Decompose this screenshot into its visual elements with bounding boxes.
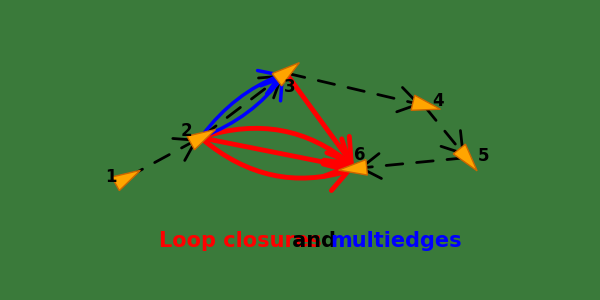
Polygon shape — [112, 170, 140, 190]
Text: 3: 3 — [284, 78, 295, 96]
Polygon shape — [187, 130, 215, 150]
Text: multiedges: multiedges — [330, 231, 461, 251]
FancyArrowPatch shape — [128, 139, 196, 177]
Text: and: and — [285, 231, 343, 251]
FancyArrowPatch shape — [203, 128, 350, 164]
Polygon shape — [272, 63, 299, 86]
FancyArrowPatch shape — [287, 75, 351, 163]
Text: 5: 5 — [478, 147, 489, 165]
FancyArrowPatch shape — [203, 140, 349, 190]
FancyArrowPatch shape — [203, 138, 349, 176]
Text: 1: 1 — [106, 168, 117, 186]
Text: Loop closures: Loop closures — [158, 231, 322, 251]
FancyArrowPatch shape — [203, 76, 281, 136]
FancyArrowPatch shape — [203, 78, 282, 136]
FancyArrowPatch shape — [425, 107, 463, 154]
Polygon shape — [338, 160, 367, 175]
Text: 6: 6 — [353, 146, 365, 164]
FancyArrowPatch shape — [202, 70, 280, 135]
FancyArrowPatch shape — [289, 74, 419, 112]
Text: 2: 2 — [181, 122, 193, 140]
Polygon shape — [453, 144, 477, 171]
Text: 4: 4 — [432, 92, 443, 110]
FancyArrowPatch shape — [361, 154, 464, 178]
Polygon shape — [411, 95, 440, 110]
